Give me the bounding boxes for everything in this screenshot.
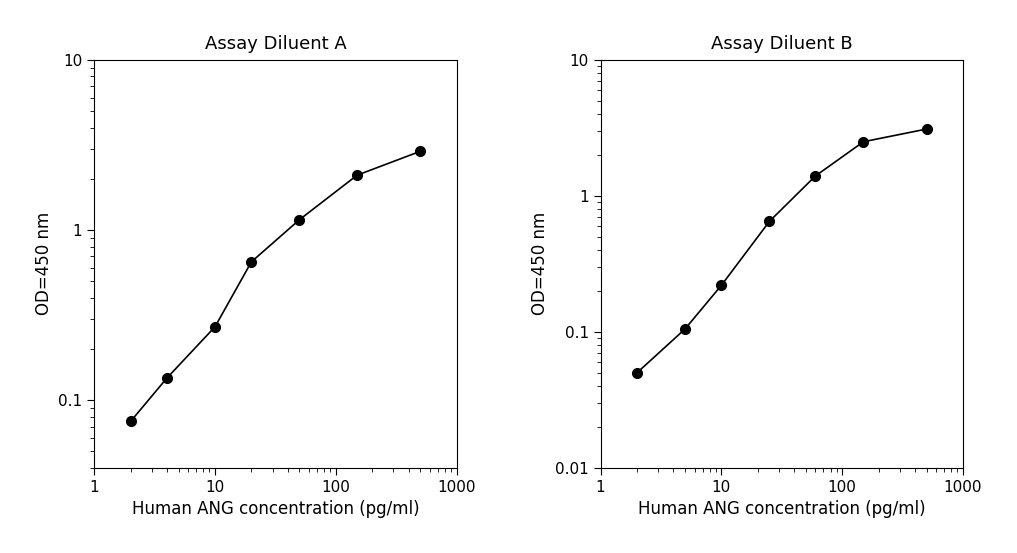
Y-axis label: OD=450 nm: OD=450 nm bbox=[35, 212, 53, 316]
Title: Assay Diluent A: Assay Diluent A bbox=[204, 35, 347, 53]
X-axis label: Human ANG concentration (pg/ml): Human ANG concentration (pg/ml) bbox=[131, 500, 419, 518]
Y-axis label: OD=450 nm: OD=450 nm bbox=[532, 212, 549, 316]
X-axis label: Human ANG concentration (pg/ml): Human ANG concentration (pg/ml) bbox=[638, 500, 925, 518]
Title: Assay Diluent B: Assay Diluent B bbox=[711, 35, 852, 53]
